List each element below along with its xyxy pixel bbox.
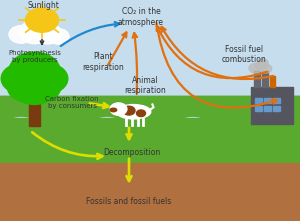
- Circle shape: [9, 52, 60, 90]
- Circle shape: [9, 26, 33, 43]
- Text: Sunlight: Sunlight: [28, 1, 59, 10]
- Bar: [254, 71, 260, 88]
- Text: Plant
respiration: Plant respiration: [82, 52, 124, 72]
- Circle shape: [48, 29, 69, 44]
- Bar: [0, 118, 300, 177]
- Ellipse shape: [110, 108, 117, 112]
- Circle shape: [34, 24, 62, 44]
- Text: CO₂ in the
atmosphere: CO₂ in the atmosphere: [118, 7, 164, 27]
- Text: Decomposition: Decomposition: [103, 148, 160, 157]
- Bar: [255, 98, 262, 103]
- Bar: [28, 95, 40, 126]
- Ellipse shape: [116, 105, 151, 119]
- Bar: [273, 106, 280, 111]
- Bar: [255, 106, 262, 111]
- Circle shape: [19, 21, 50, 44]
- Bar: [262, 71, 268, 88]
- Circle shape: [1, 64, 42, 94]
- Bar: [0, 172, 300, 221]
- Circle shape: [257, 59, 268, 67]
- Ellipse shape: [123, 106, 135, 115]
- Circle shape: [249, 63, 262, 73]
- Text: Photosynthesis
by producers: Photosynthesis by producers: [8, 50, 61, 63]
- Bar: [264, 106, 271, 111]
- Circle shape: [23, 74, 61, 101]
- Circle shape: [8, 73, 46, 102]
- Circle shape: [260, 64, 272, 73]
- Bar: [250, 88, 292, 124]
- Bar: [264, 98, 271, 103]
- Circle shape: [13, 73, 56, 105]
- Text: Fossils and fossil fuels: Fossils and fossil fuels: [86, 197, 172, 206]
- Circle shape: [110, 103, 127, 115]
- Ellipse shape: [136, 110, 146, 117]
- Text: Carbon fixation
by consumers: Carbon fixation by consumers: [45, 96, 99, 109]
- Bar: [273, 98, 280, 103]
- Text: Fossil fuel
combustion: Fossil fuel combustion: [222, 45, 267, 64]
- Circle shape: [27, 64, 68, 94]
- Bar: [270, 76, 275, 88]
- Text: Animal
respiration: Animal respiration: [124, 76, 167, 95]
- Circle shape: [255, 62, 267, 70]
- Circle shape: [26, 8, 58, 32]
